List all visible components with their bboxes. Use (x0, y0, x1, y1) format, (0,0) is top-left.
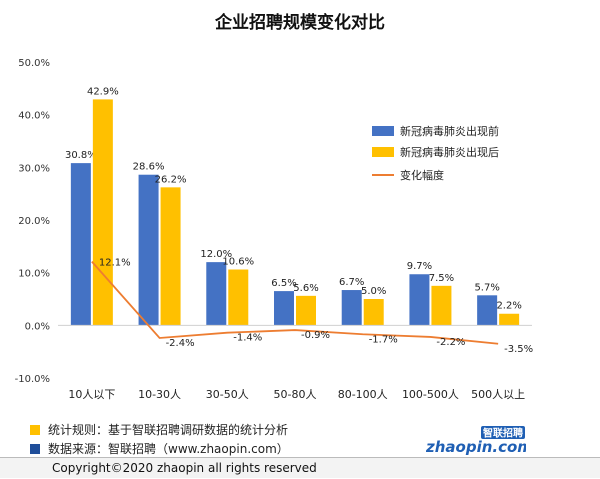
copyright-bar: Copyright©2020 zhaopin all rights reserv… (0, 457, 600, 478)
logo-cn-text: 智联招聘 (483, 427, 523, 440)
bar-line-chart: -10.0% 0.0% 10.0% 20.0% 30.0% 40.0% 50.0% 30.8%… (15, 58, 534, 401)
y-tick-label: 10.0% (18, 269, 50, 280)
bar-before (70, 163, 91, 326)
x-tick-label: 50-80人 (274, 388, 317, 401)
note-text: 数据来源：智联招聘（www.zhaopin.com） (48, 442, 289, 456)
bar-data-label: 28.6% (133, 162, 165, 173)
bar-data-label: 5.6% (293, 283, 318, 294)
y-tick-label: 20.0% (18, 216, 50, 227)
note-marker-icon (30, 443, 40, 454)
note-data-source: 数据来源：智联招聘（www.zhaopin.com） (30, 439, 289, 458)
note-text: 统计规则：基于智联招聘调研数据的统计分析 (48, 423, 289, 437)
bar-before (477, 295, 498, 326)
note-stat-rule: 统计规则：基于智联招聘调研数据的统计分析 (30, 420, 289, 439)
legend-swatch (372, 126, 394, 136)
bar-data-label: 6.5% (271, 278, 296, 289)
note-marker-icon (30, 424, 40, 435)
bar-data-label: 10.6% (222, 257, 254, 268)
bar-before (206, 262, 227, 326)
line-data-label: -1.4% (233, 333, 262, 344)
bar-after (363, 299, 384, 326)
x-tick-label: 10-30人 (138, 388, 181, 401)
legend-swatch (372, 147, 394, 157)
x-tick-label: 500人以上 (471, 388, 525, 401)
bar-data-label: 9.7% (407, 261, 432, 272)
legend-label: 变化幅度 (400, 168, 444, 182)
line-data-label: 12.1% (99, 258, 131, 269)
line-data-label: -1.7% (369, 334, 398, 345)
bar-after (431, 285, 452, 326)
bar-after (296, 295, 316, 326)
y-tick-label: 30.0% (18, 163, 50, 174)
change-line (91, 261, 499, 345)
line-data-label: -2.2% (436, 337, 465, 348)
legend-label: 新冠病毒肺炎出现前 (400, 124, 499, 138)
bar-before (409, 274, 430, 326)
logo-text: zhaopin.com (426, 438, 526, 456)
legend-label: 新冠病毒肺炎出现后 (400, 145, 499, 159)
bar-after (499, 313, 520, 326)
x-tick-label: 10人以下 (68, 388, 115, 401)
bar-data-label: 5.0% (361, 286, 386, 297)
x-tick-label: 30-50人 (206, 388, 249, 401)
bar-before (341, 290, 362, 326)
bar-after (160, 187, 181, 326)
bar-data-label: 2.2% (496, 301, 521, 312)
y-tick-label: 0.0% (25, 321, 50, 332)
line-data-label: -2.4% (166, 338, 195, 349)
y-tick-label: -10.0% (15, 374, 50, 385)
bar-data-label: 7.5% (429, 273, 454, 284)
zhaopin-logo: 智联招聘 zhaopin.com (426, 426, 526, 456)
x-tick-label: 80-100人 (338, 388, 388, 401)
bar-data-label: 42.9% (87, 86, 119, 97)
bar-data-label: 26.2% (155, 174, 187, 185)
y-tick-label: 50.0% (18, 58, 50, 69)
bar-before (274, 291, 294, 326)
logo-cn-badge (481, 426, 525, 439)
footnotes: 统计规则：基于智联招聘调研数据的统计分析 数据来源：智联招聘（www.zhaop… (30, 420, 289, 458)
bar-after (92, 99, 113, 326)
y-tick-label: 40.0% (18, 111, 50, 122)
line-data-label: -0.9% (301, 330, 330, 341)
line-data-label: -3.5% (504, 344, 533, 355)
bar-data-label: 30.8% (65, 150, 97, 161)
chart-title: 企业招聘规模变化对比 (215, 13, 385, 33)
bar-data-label: 5.7% (474, 282, 499, 293)
bar-data-label: 12.0% (200, 249, 232, 260)
bar-after (228, 269, 249, 326)
x-tick-label: 100-500人 (402, 388, 459, 401)
bar-data-label: 6.7% (339, 277, 364, 288)
bar-before (138, 174, 159, 326)
